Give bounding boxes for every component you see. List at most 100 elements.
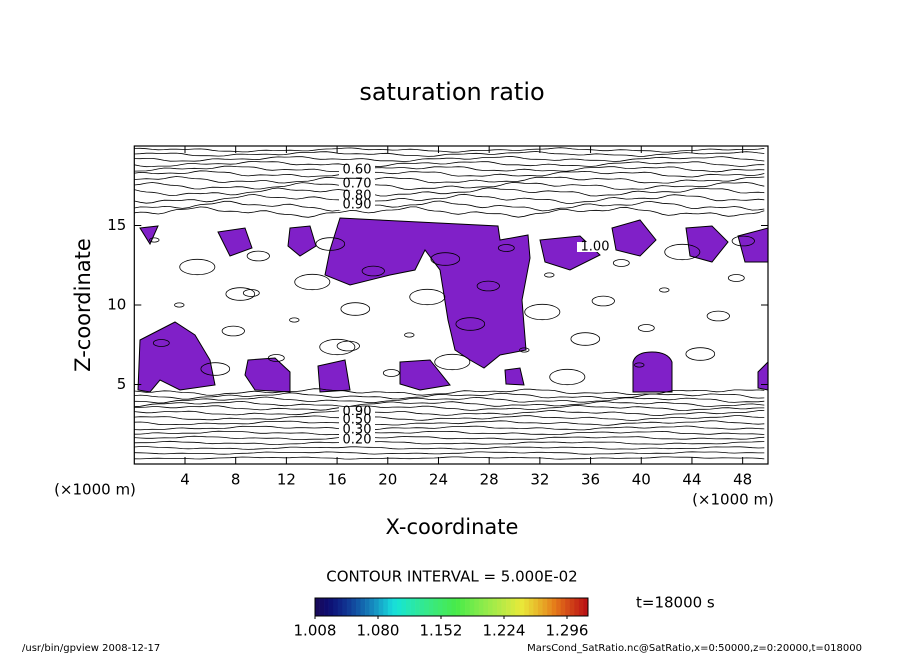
contour-label: 0.60 [343, 163, 372, 178]
colorbar-cell [401, 598, 407, 616]
x-tick-label: 32 [530, 471, 549, 489]
colorbar-tick-label: 1.080 [357, 622, 400, 640]
contour-line [612, 259, 630, 267]
contour-line [134, 200, 765, 212]
x-tick-label: 24 [429, 471, 448, 489]
contour-line [591, 295, 615, 307]
contour-line [134, 388, 765, 396]
colorbar-cell [369, 598, 375, 616]
colorbar-cell [510, 598, 516, 616]
time-label: t=18000 s [636, 594, 715, 612]
contour-line [361, 265, 385, 277]
colorbar-tick-label: 1.224 [483, 622, 526, 640]
contour-line [134, 206, 765, 218]
contour-label: 0.90 [343, 198, 372, 213]
x-axis-label: X-coordinate [386, 515, 519, 539]
contour-line [430, 252, 461, 266]
contour-line [134, 415, 765, 421]
colorbar-cell [437, 598, 443, 616]
contour-line [134, 161, 765, 168]
contour-line [294, 273, 331, 291]
colorbar-cell [406, 598, 411, 616]
contour-label-bg [339, 200, 375, 210]
colorbar-cell [565, 598, 571, 616]
colorbar-cell [378, 598, 384, 616]
contour-line [221, 325, 245, 337]
x-tick-label: 12 [277, 471, 296, 489]
colorbar-cell [424, 598, 430, 616]
contour-line [382, 369, 400, 377]
colorbar-cell [578, 598, 584, 616]
contour-label: 0.50 [343, 413, 372, 428]
colorbar-cell [451, 598, 457, 616]
contour-line [134, 440, 765, 446]
contour-line [179, 258, 216, 276]
contour-label: 0.20 [343, 433, 372, 448]
colorbar-cell [442, 598, 448, 616]
colorbar-cell [483, 598, 489, 616]
contour-line [434, 353, 471, 371]
contour-label: 1.00 [581, 240, 610, 255]
contour-line [149, 237, 160, 243]
contour-line [497, 244, 515, 252]
colorbar-tick-label: 1.008 [294, 622, 337, 640]
x-tick-label: 40 [632, 471, 651, 489]
contour-line [570, 332, 601, 346]
contour-line [134, 400, 765, 408]
contour-line [200, 362, 231, 376]
colorbar-cell [519, 598, 525, 616]
contour-line [336, 340, 360, 352]
colorbar-tick-label: 1.152 [420, 622, 463, 640]
y-tick-label: 10 [107, 296, 126, 314]
y-axis-label: Z-coordinate [71, 238, 95, 372]
contour-lines [134, 147, 765, 460]
contour-label: 0.80 [343, 189, 372, 204]
colorbar-cell [474, 598, 480, 616]
colorbar-cell [583, 598, 589, 616]
colorbar-cell [428, 598, 434, 616]
colorbar-cell [560, 598, 566, 616]
contour-label: 0.70 [343, 177, 372, 192]
colorbar-cell [574, 598, 580, 616]
contour-line [134, 392, 765, 400]
contour-line [319, 338, 356, 356]
colorbar-cell [528, 598, 534, 616]
colorbar-cell [537, 598, 543, 616]
contour-label-bg [339, 425, 375, 435]
contour-line [134, 193, 765, 205]
contour-line [134, 165, 765, 173]
contour-line [246, 250, 270, 262]
contour-line [340, 302, 371, 316]
contour-line [455, 317, 486, 331]
colorbar-cell [333, 598, 339, 616]
y-tick-label: 5 [117, 375, 127, 393]
colorbar-frame [314, 597, 589, 617]
contour-line [404, 332, 415, 338]
contour-label-bg [339, 415, 375, 425]
contour-line [409, 288, 446, 306]
x-tick-label: 28 [480, 471, 499, 489]
colorbar-cell [315, 598, 320, 616]
contour-line [315, 237, 346, 251]
colorbar-cell [342, 598, 348, 616]
colorbar-cell [542, 598, 548, 616]
contour-label-bg [339, 191, 375, 201]
contour-line [134, 182, 765, 190]
colorbar-cell [328, 598, 334, 616]
y-unit: (×1000 m) [54, 481, 136, 499]
supersaturated-regions [137, 217, 769, 393]
colorbar-cell [319, 598, 325, 616]
colorbar-cell [492, 598, 498, 616]
contour-label-bg [339, 179, 375, 189]
contour-line [152, 339, 170, 347]
colorbar-cell [396, 598, 402, 616]
colorbar-cell [324, 598, 329, 616]
contour-label-bg [339, 435, 375, 445]
colorbar-cell [374, 598, 379, 616]
colorbar-cell [337, 598, 343, 616]
contour-label: 0.30 [343, 423, 372, 438]
contour-line [549, 368, 586, 386]
contour-line [134, 187, 765, 197]
contour-line [134, 430, 765, 436]
contour-label-bg [339, 407, 375, 417]
